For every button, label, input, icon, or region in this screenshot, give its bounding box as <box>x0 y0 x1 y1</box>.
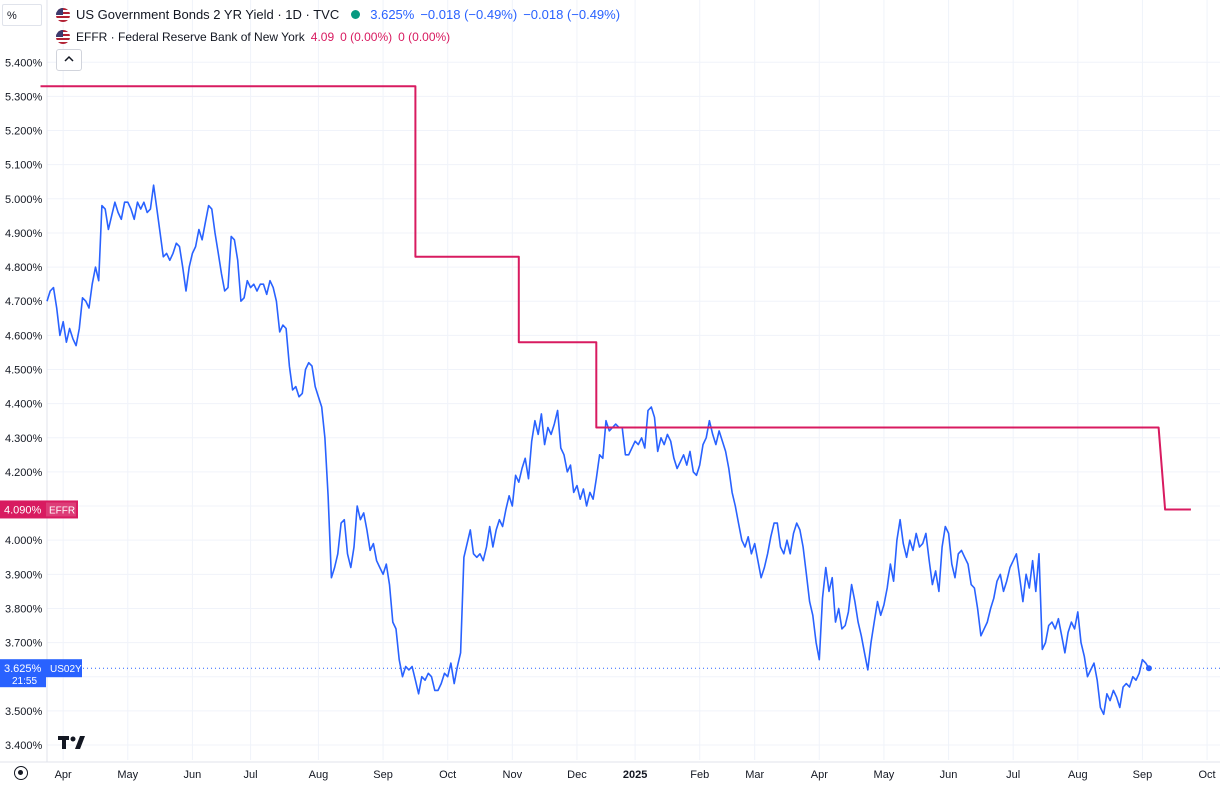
tradingview-logo[interactable] <box>58 734 86 755</box>
grid <box>47 0 1220 760</box>
y-tick-label: 5.100% <box>5 160 43 172</box>
y-tick-label: 3.700% <box>5 638 43 650</box>
effr-tag-label: EFFR <box>49 505 75 516</box>
us02y-tag-label-bg <box>46 659 82 678</box>
legend-us02y-name: US Government Bonds 2 YR Yield · 1D · TV… <box>76 7 340 22</box>
series-line-us02y <box>46 184 1150 716</box>
last-point-marker <box>1145 665 1152 672</box>
us02y-tag-value: 3.625% <box>4 663 42 675</box>
x-tick-label: May <box>117 769 138 781</box>
unit-selector[interactable]: % <box>2 4 42 26</box>
x-tick-label: Jul <box>1006 769 1020 781</box>
y-tick-label: 4.500% <box>5 364 43 376</box>
y-tick-label: 4.000% <box>5 535 43 547</box>
y-tick-label: 4.800% <box>5 262 43 274</box>
x-tick-label: Sep <box>373 769 393 781</box>
x-tick-label: Apr <box>55 769 72 781</box>
x-tick-label: Dec <box>567 769 587 781</box>
legend-us02y-price: 3.625% <box>370 7 415 22</box>
us02y-tag-label: US02Y <box>50 664 82 675</box>
x-tick-label: Jul <box>244 769 258 781</box>
x-tick-label: Aug <box>1068 769 1088 781</box>
x-tick-label: Oct <box>1199 769 1216 781</box>
y-tick-label: 5.200% <box>5 126 43 138</box>
y-tick-label: 3.400% <box>5 740 43 752</box>
y-tick-label: 5.400% <box>5 57 43 69</box>
x-tick-label: Mar <box>745 769 764 781</box>
y-tick-label: 4.400% <box>5 399 43 411</box>
x-tick-label: May <box>874 769 895 781</box>
x-tick-label: Feb <box>690 769 709 781</box>
y-tick-label: 5.300% <box>5 91 43 103</box>
legend-effr-change: 0 (0.00%) <box>340 30 393 44</box>
y-tick-label: 4.600% <box>5 330 43 342</box>
effr-tag-value: 4.090% <box>4 504 42 516</box>
series-layer <box>40 85 1220 716</box>
y-tick-label: 3.500% <box>5 706 43 718</box>
us02y-tag-time: 21:55 <box>12 676 37 687</box>
legend-us02y-change: −0.018 (−0.49%) <box>420 7 518 22</box>
y-tick-label: 4.900% <box>5 228 43 240</box>
x-tick-label: Apr <box>811 769 828 781</box>
effr-tag-label-bg <box>46 502 76 517</box>
y-tick-label: 4.300% <box>5 433 43 445</box>
collapse-legend-button[interactable] <box>56 49 82 71</box>
x-tick-label: Jun <box>184 769 202 781</box>
legend-effr-price: 4.09 <box>310 30 335 44</box>
legend-effr[interactable]: EFFR · Federal Reserve Bank of New York … <box>56 30 450 44</box>
price-tags: 4.090% EFFR 3.625%21:55 US02Y <box>0 500 82 688</box>
chevron-up-icon <box>64 55 74 62</box>
x-tick-label: Aug <box>309 769 329 781</box>
us-flag-icon <box>56 7 70 22</box>
x-tick-label: Jun <box>940 769 958 781</box>
legend-us02y[interactable]: US Government Bonds 2 YR Yield · 1D · TV… <box>56 7 620 22</box>
y-tick-label: 3.800% <box>5 603 43 615</box>
us-flag-icon <box>56 30 70 44</box>
x-tick-label: 2025 <box>623 769 647 781</box>
legend-effr-name: EFFR · Federal Reserve Bank of New York <box>76 30 305 44</box>
legend-us02y-change-2: −0.018 (−0.49%) <box>523 7 621 22</box>
legend-effr-change-2: 0 (0.00%) <box>398 30 451 44</box>
us02y-price-tag <box>0 659 46 688</box>
tradingview-logo-icon <box>58 736 85 749</box>
y-tick-label: 5.000% <box>5 194 43 206</box>
y-tick-label: 3.900% <box>5 569 43 581</box>
live-status-icon <box>351 10 361 19</box>
y-tick-label: 4.700% <box>5 296 43 308</box>
series-line-effr <box>40 85 1191 511</box>
y-tick-label: 4.200% <box>5 467 43 479</box>
x-tick-label: Oct <box>439 769 456 781</box>
x-tick-label: Sep <box>1133 769 1153 781</box>
effr-price-tag <box>0 500 78 519</box>
settings-icon[interactable] <box>14 766 28 780</box>
x-tick-label: Nov <box>503 769 523 781</box>
